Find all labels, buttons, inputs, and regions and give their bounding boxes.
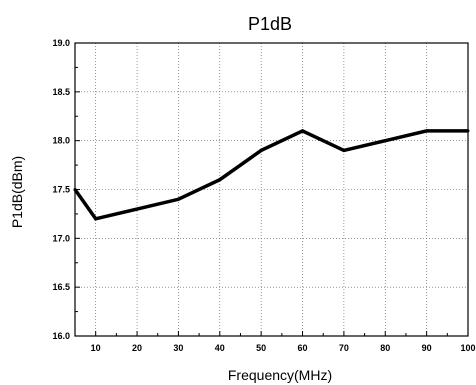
y-tick-label-18.5: 18.5 bbox=[52, 87, 70, 97]
y-tick-label-17.5: 17.5 bbox=[52, 185, 70, 195]
y-tick-label-19.0: 19.0 bbox=[52, 38, 70, 48]
axes: 10 20 30 40 50 60 70 80 90 100 16.0 16.5 17.0 17.5 18.… bbox=[52, 38, 475, 353]
data-point-30 bbox=[176, 197, 180, 201]
data-point-90 bbox=[425, 129, 429, 133]
data-point-10 bbox=[94, 217, 98, 221]
data-point-80 bbox=[383, 139, 387, 143]
x-tick-label-80: 80 bbox=[380, 343, 390, 353]
x-tick-label-10: 10 bbox=[91, 343, 101, 353]
grid-lines bbox=[75, 43, 469, 336]
x-tick-label-40: 40 bbox=[215, 343, 225, 353]
plot-frame bbox=[74, 42, 469, 337]
data-point-40 bbox=[218, 178, 222, 182]
y-axis-label: P1dB(dBm) bbox=[9, 156, 25, 228]
y-tick-label-17.0: 17.0 bbox=[52, 233, 70, 243]
series-line-0 bbox=[73, 128, 468, 221]
x-tick-label-20: 20 bbox=[132, 343, 142, 353]
x-tick-label-100: 100 bbox=[460, 343, 475, 353]
x-tick-label-60: 60 bbox=[298, 343, 308, 353]
data-point-60 bbox=[301, 129, 305, 133]
y-tick-label-16.5: 16.5 bbox=[52, 282, 70, 292]
x-tick-label-90: 90 bbox=[422, 343, 432, 353]
x-tick-label-70: 70 bbox=[339, 343, 349, 353]
x-axis-label: Frequency(MHz) bbox=[228, 367, 332, 383]
series-layer bbox=[73, 128, 470, 221]
y-tick-label-16.0: 16.0 bbox=[52, 331, 70, 341]
x-tick-label-50: 50 bbox=[256, 343, 266, 353]
data-point-70 bbox=[342, 148, 346, 152]
y-tick-label-18.0: 18.0 bbox=[52, 136, 70, 146]
data-point-5 bbox=[73, 188, 77, 191]
x-tick-label-30: 30 bbox=[173, 343, 183, 353]
data-point-50 bbox=[259, 148, 263, 152]
data-point-20 bbox=[135, 207, 139, 211]
chart-title: P1dB bbox=[248, 14, 292, 34]
data-point-100 bbox=[466, 129, 470, 133]
